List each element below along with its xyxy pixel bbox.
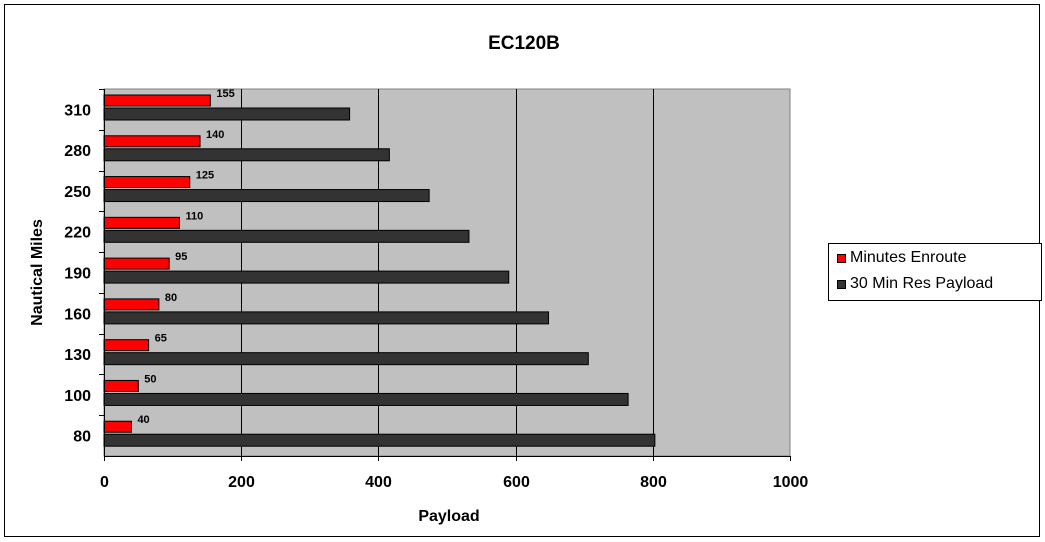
data-label-minutes-enroute: 65 <box>155 333 167 345</box>
bar-minutes-enroute <box>103 298 160 311</box>
y-tick-label: 100 <box>64 388 91 405</box>
bar-minutes-enroute <box>103 176 191 189</box>
y-tick-label: 130 <box>64 347 91 364</box>
x-axis-title: Payload <box>418 508 479 525</box>
x-tick-label: 600 <box>503 474 530 491</box>
bar-30-min-res-payload <box>103 352 589 366</box>
y-axis-title: Nautical Miles <box>29 219 46 326</box>
bar-30-min-res-payload <box>103 311 550 325</box>
x-tick-label: 400 <box>365 474 392 491</box>
y-tick-label: 310 <box>64 102 91 119</box>
bar-minutes-enroute <box>103 135 201 148</box>
y-tick-label: 250 <box>64 184 91 201</box>
x-tick-label: 800 <box>640 474 667 491</box>
data-label-minutes-enroute: 40 <box>137 414 149 426</box>
x-tick-label: 0 <box>100 474 109 491</box>
y-tick-label: 280 <box>64 143 91 160</box>
bar-30-min-res-payload <box>103 229 470 243</box>
legend-item-minutes-enroute: Minutes Enroute <box>837 249 967 267</box>
y-tick-label: 80 <box>73 429 91 446</box>
bar-minutes-enroute <box>103 216 180 229</box>
data-label-minutes-enroute: 50 <box>144 373 156 385</box>
x-tick-label: 200 <box>228 474 255 491</box>
data-label-minutes-enroute: 155 <box>216 88 234 100</box>
y-tick-label: 190 <box>64 266 91 283</box>
y-tick-label: 220 <box>64 225 91 242</box>
data-label-minutes-enroute: 110 <box>185 210 203 222</box>
bars: 40 50 65 80 95 110 125 140 155 <box>103 88 656 447</box>
x-tick-label: 1000 <box>773 474 809 491</box>
bar-30-min-res-payload <box>103 433 656 447</box>
legend-swatch-minutes-enroute <box>837 253 846 263</box>
legend-label-30-min-res-payload: 30 Min Res Payload <box>850 275 994 292</box>
bar-minutes-enroute <box>103 420 132 433</box>
legend-swatch-30-min-res-payload <box>837 279 846 289</box>
legend-item-30-min-res-payload: 30 Min Res Payload <box>837 275 993 293</box>
bar-30-min-res-payload <box>103 189 430 203</box>
data-label-minutes-enroute: 140 <box>206 129 224 141</box>
bar-minutes-enroute <box>103 257 170 270</box>
bar-30-min-res-payload <box>103 270 510 284</box>
bar-minutes-enroute <box>103 94 211 107</box>
ticks: 0 200 400 600 800 1000 80 100 130 160 190 220 250 280… <box>64 89 808 491</box>
data-label-minutes-enroute: 80 <box>165 292 177 304</box>
bar-30-min-res-payload <box>103 392 629 406</box>
legend-label-minutes-enroute: Minutes Enroute <box>850 249 967 266</box>
y-tick-label: 160 <box>64 306 91 323</box>
bar-minutes-enroute <box>103 379 139 392</box>
bar-minutes-enroute <box>103 339 150 352</box>
data-label-minutes-enroute: 125 <box>196 170 214 182</box>
chart-title: EC120B <box>488 33 560 54</box>
legend: Minutes Enroute 30 Min Res Payload <box>828 243 1042 301</box>
bar-30-min-res-payload <box>103 148 390 162</box>
bar-30-min-res-payload <box>103 107 351 121</box>
data-label-minutes-enroute: 95 <box>175 251 187 263</box>
